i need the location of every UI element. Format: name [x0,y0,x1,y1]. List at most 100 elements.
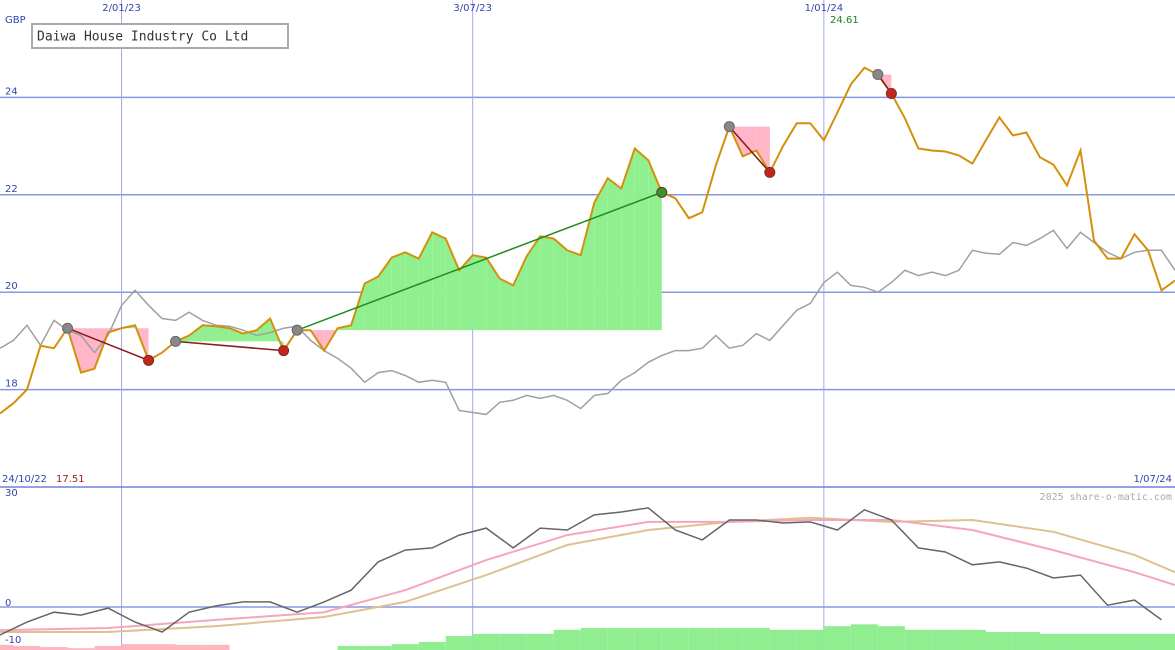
trade-exit [143,354,155,366]
trade-fill [364,276,379,331]
trade-exit [656,186,668,198]
histogram-bar [175,644,203,650]
trade-fill [432,232,446,331]
y-tick-label: -10 [5,635,21,646]
trade-fill [742,126,757,157]
x-tick-label: 3/07/23 [453,3,492,14]
trade-fill [540,236,554,331]
histogram-bar [688,627,716,650]
trade-line [67,327,149,362]
histogram-bar [1147,633,1175,650]
trade-line [728,126,771,173]
y-tick-label: 30 [5,488,18,499]
trade-fill [567,250,581,331]
histogram-bar [553,629,581,650]
trade-line [296,191,663,331]
histogram-bar [958,629,986,650]
trade-entry [62,322,74,334]
histogram-bar [472,633,500,650]
x-tick-label: 1/07/24 [1133,474,1172,485]
histogram-bar [0,644,14,650]
histogram-bar [823,626,851,650]
histogram-bar [67,648,95,650]
histogram-bar [796,629,824,650]
histogram-bar [13,645,41,650]
histogram-bar [40,647,68,650]
histogram-bar [1066,633,1094,650]
chart-title: Daiwa House Industry Co Ltd [37,30,248,45]
histogram-bar [94,645,122,650]
indicator-line [0,507,1162,636]
histogram-bar [634,627,662,650]
trade-fill [378,257,392,331]
trade-fill [756,126,770,173]
y-tick-label: 18 [5,379,18,390]
watermark: 2025 share-o-matic.com [1040,492,1172,503]
price-line [0,66,1175,415]
trade-fill [216,326,230,342]
currency-label: GBP [5,15,26,26]
trade-fill [459,255,473,331]
histogram-bar [1120,633,1148,650]
trade-fill [634,148,649,331]
histogram-bar [148,644,176,650]
trade-fill [553,238,568,331]
histogram-bar [445,636,473,650]
trade-entry [291,324,303,336]
histogram-bar [661,627,689,650]
histogram-bar [904,629,932,650]
trade-fill [189,325,203,342]
trade-fill [256,318,271,342]
histogram-bar [526,633,554,650]
high-label: 24.61 [830,15,859,26]
histogram-bar [121,644,149,650]
trade-fill [526,236,541,331]
index-line [0,229,1175,416]
histogram-bar [337,645,365,650]
histogram-bar [850,624,878,650]
histogram-bar [1039,633,1067,650]
trade-fill [648,160,662,331]
trade-fill [445,238,460,331]
histogram-bar [418,641,446,650]
trade-fill [513,256,527,331]
trade-line [175,340,284,352]
trade-entry [170,335,182,347]
y-tick-label: 24 [5,86,18,97]
histogram-bar [364,645,392,650]
trade-fill [621,148,635,331]
trade-exit [764,166,776,178]
trade-fill [472,255,487,331]
histogram-bar [742,627,770,650]
histogram-bar [580,627,608,650]
trade-entry [872,69,884,81]
histogram-bar [931,629,959,650]
histogram-bar [202,644,230,650]
trade-fill [499,278,514,331]
y-tick-label: 22 [5,184,18,195]
histogram-bar [1093,633,1121,650]
y-tick-label: 20 [5,281,18,292]
x-tick-label: 2/01/23 [102,3,141,14]
trade-fill [580,202,595,331]
histogram-bar [877,626,905,650]
histogram-bar [985,632,1013,650]
low-label: 17.51 [56,474,85,485]
x-tick-label: 24/10/22 [2,474,47,485]
indicator-line [0,519,1175,632]
trade-fill [229,328,244,342]
trade-exit [278,345,290,357]
trade-fill [202,325,217,342]
trade-fill [405,252,419,331]
trade-entry [723,121,735,133]
trade-fill [486,257,500,331]
trade-exit [885,88,897,100]
histogram-bar [607,627,635,650]
x-tick-label: 1/01/24 [805,3,844,14]
histogram-bar [391,644,419,650]
histogram-bar [769,629,797,650]
y-tick-label: 0 [5,598,11,609]
histogram-bar [499,633,527,650]
